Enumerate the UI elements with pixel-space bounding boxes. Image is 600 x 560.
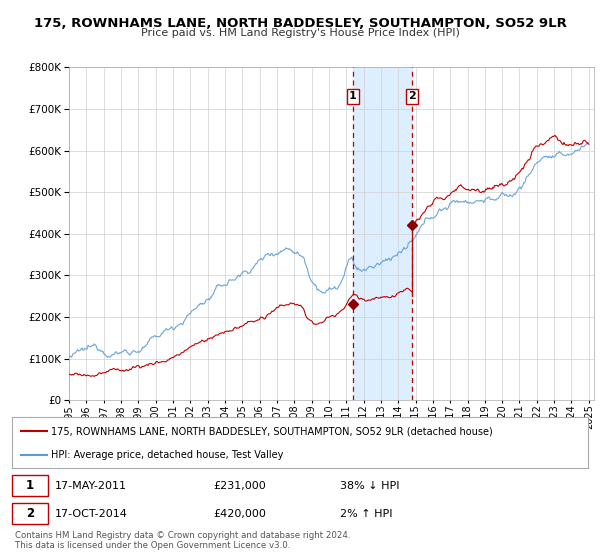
Bar (353, 67, 412, 400)
Text: 2: 2 (408, 91, 416, 101)
Text: 38% ↓ HPI: 38% ↓ HPI (340, 480, 400, 491)
FancyBboxPatch shape (12, 475, 48, 496)
Text: 2% ↑ HPI: 2% ↑ HPI (340, 508, 393, 519)
Text: Price paid vs. HM Land Registry's House Price Index (HPI): Price paid vs. HM Land Registry's House … (140, 28, 460, 38)
Text: £420,000: £420,000 (214, 508, 266, 519)
Text: 1: 1 (26, 479, 34, 492)
Text: Contains HM Land Registry data © Crown copyright and database right 2024.
This d: Contains HM Land Registry data © Crown c… (15, 531, 350, 550)
Text: HPI: Average price, detached house, Test Valley: HPI: Average price, detached house, Test… (51, 450, 284, 460)
Text: 17-MAY-2011: 17-MAY-2011 (55, 480, 127, 491)
Text: £231,000: £231,000 (214, 480, 266, 491)
Text: 17-OCT-2014: 17-OCT-2014 (55, 508, 128, 519)
Text: 1: 1 (349, 91, 356, 101)
FancyBboxPatch shape (12, 503, 48, 524)
Text: 175, ROWNHAMS LANE, NORTH BADDESLEY, SOUTHAMPTON, SO52 9LR: 175, ROWNHAMS LANE, NORTH BADDESLEY, SOU… (34, 17, 566, 30)
Text: 175, ROWNHAMS LANE, NORTH BADDESLEY, SOUTHAMPTON, SO52 9LR (detached house): 175, ROWNHAMS LANE, NORTH BADDESLEY, SOU… (51, 426, 493, 436)
Text: 2: 2 (26, 507, 34, 520)
